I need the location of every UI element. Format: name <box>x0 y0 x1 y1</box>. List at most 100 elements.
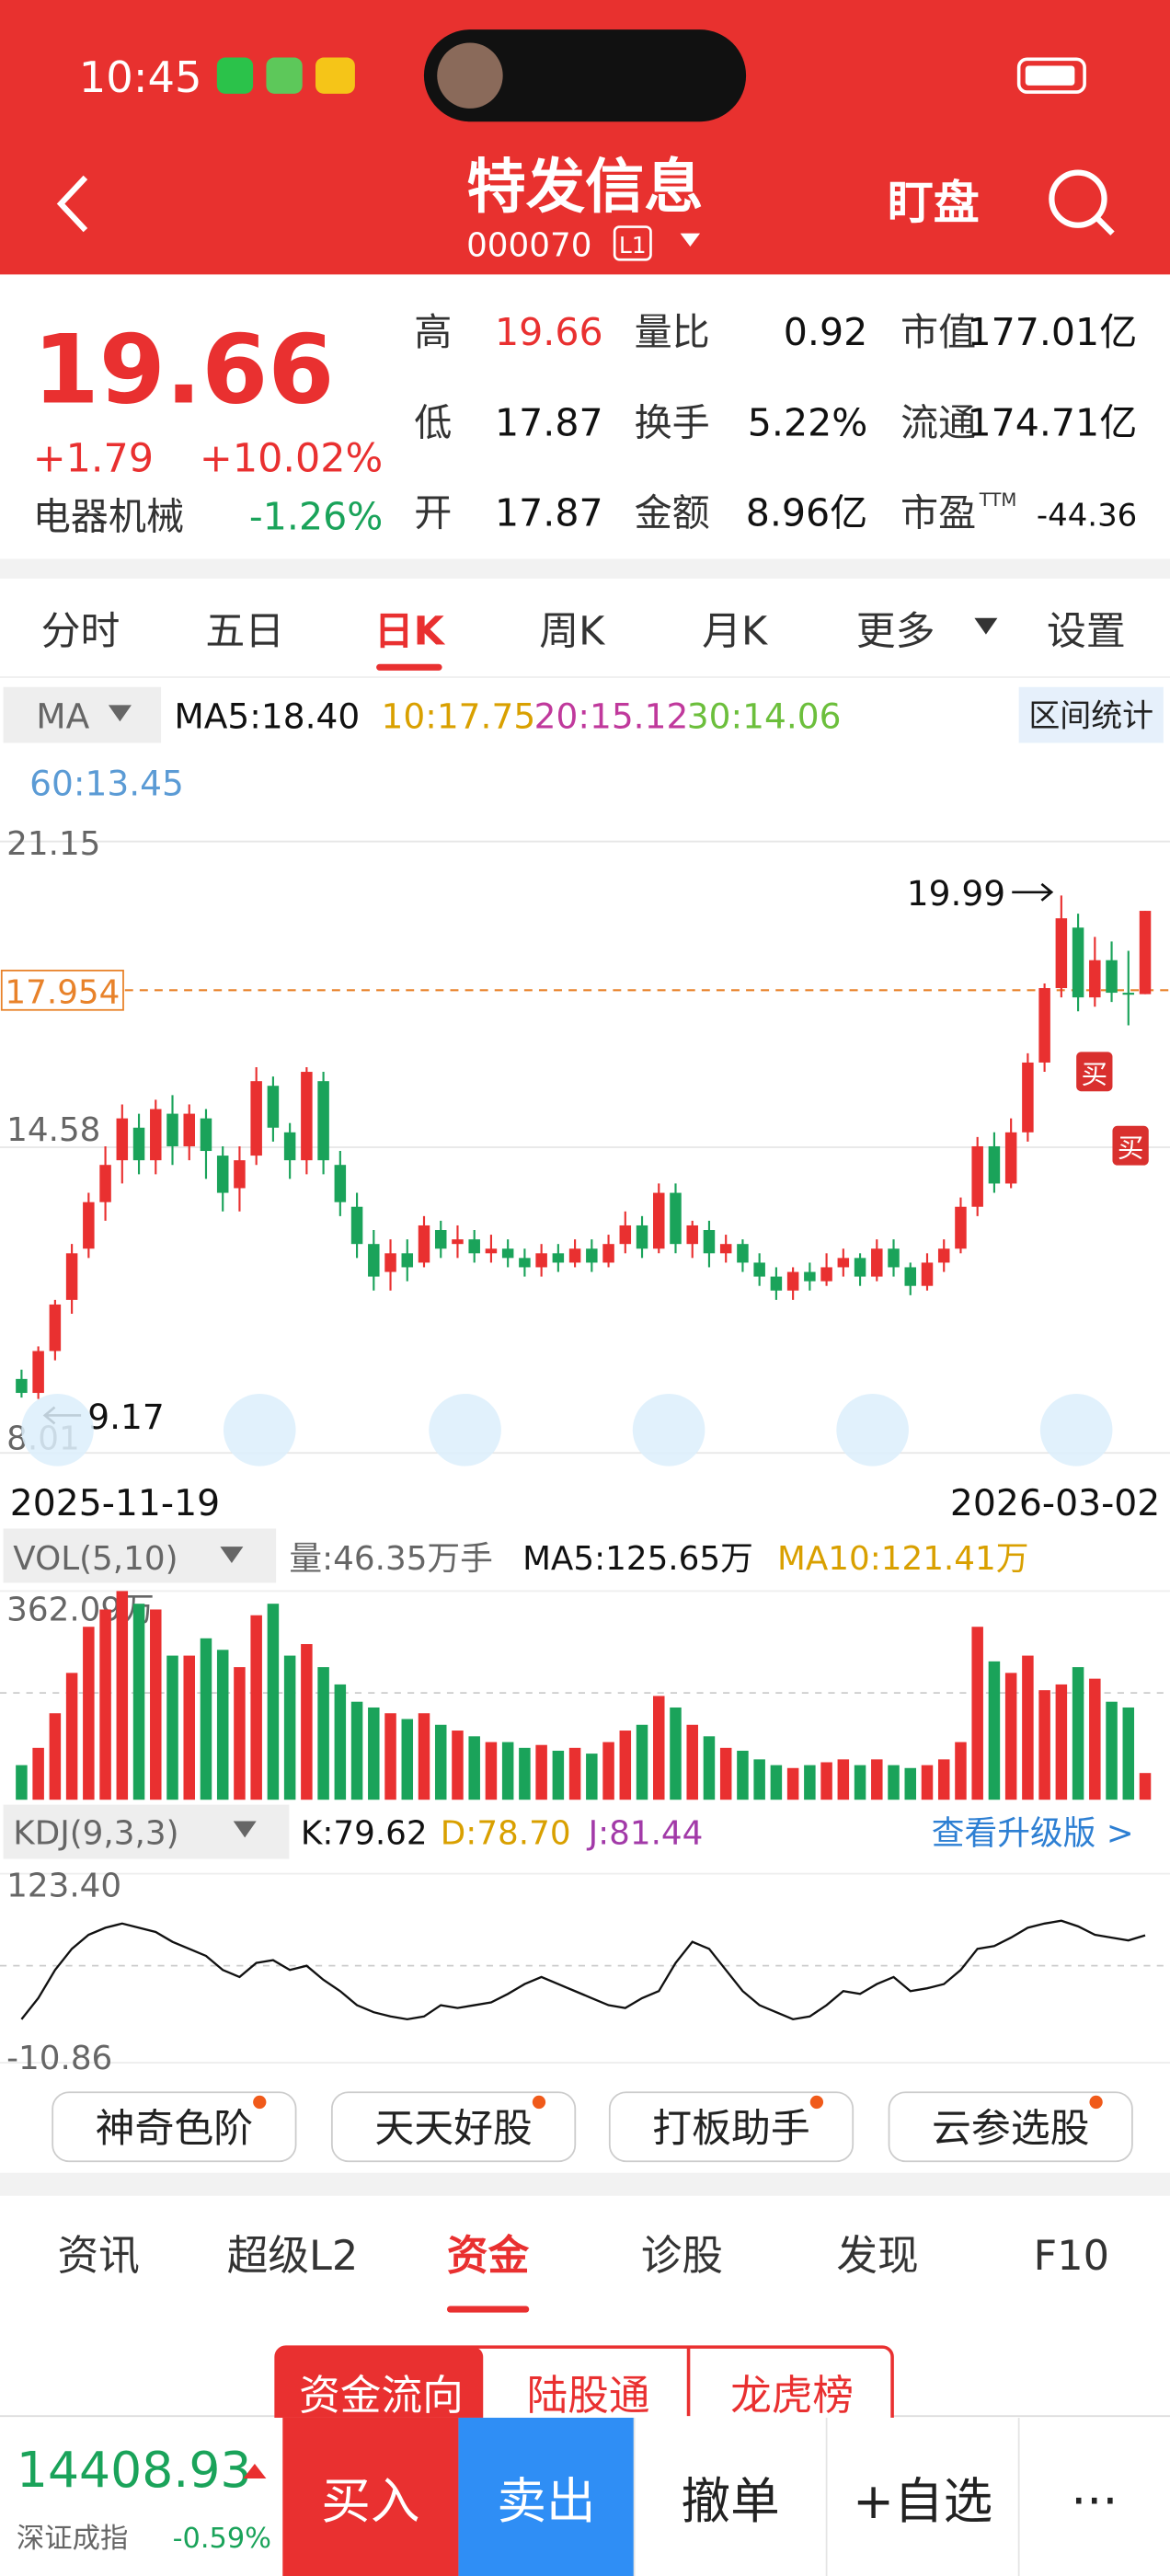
ma-label: MA <box>36 696 89 736</box>
candle-body <box>1122 993 1135 995</box>
vol-value: 量:46.35万手 <box>289 1540 492 1578</box>
badge-dot <box>253 2095 267 2110</box>
chart-tab[interactable]: 日K <box>374 608 446 654</box>
range-stats-bg[interactable] <box>1018 686 1164 743</box>
chart-tab[interactable]: 更多 <box>856 608 935 654</box>
chart-tab[interactable]: 月K <box>702 608 768 654</box>
candle-body <box>334 1165 347 1202</box>
ma-value: MA5:18.40 <box>174 696 360 736</box>
volume-bar <box>1022 1655 1034 1800</box>
candle-body <box>317 1081 329 1161</box>
candle-body <box>636 1225 648 1249</box>
tool-button[interactable] <box>888 2091 1133 2163</box>
volume-bar <box>586 1754 598 1800</box>
volume-bar <box>737 1750 749 1800</box>
volume-bar <box>384 1713 396 1800</box>
kdj-label: KDJ(9,3,3) <box>13 1814 178 1852</box>
buy-mark-bg <box>1112 1125 1149 1166</box>
volume-bar <box>65 1673 78 1800</box>
volume-bar <box>971 1627 983 1800</box>
section-tab[interactable]: F10 <box>1034 2232 1110 2280</box>
volume-bar <box>686 1724 698 1800</box>
volume-bar <box>234 1667 246 1800</box>
stat-value: -44.36 <box>1037 498 1137 535</box>
candle-body <box>83 1202 95 1249</box>
subtab[interactable]: 龙虎榜 <box>730 2372 854 2420</box>
section-tab[interactable]: 超级L2 <box>227 2232 359 2280</box>
volume-bar <box>1038 1690 1050 1800</box>
chart-tab[interactable]: 周K <box>539 608 605 654</box>
back-button[interactable] <box>56 175 88 233</box>
volume-bar <box>1072 1667 1084 1800</box>
candle-body <box>770 1276 783 1291</box>
chart-control[interactable] <box>836 1393 909 1466</box>
candle-body <box>350 1206 363 1245</box>
ma-selector[interactable] <box>3 686 162 743</box>
y-tick-label: 123.40 <box>6 1868 121 1905</box>
action-button[interactable] <box>458 2417 635 2576</box>
kdj-value: D:78.70 <box>441 1814 571 1852</box>
volume-bar <box>837 1759 850 1800</box>
volume-bar <box>1004 1673 1017 1800</box>
action-label: 卖出 <box>497 2472 595 2530</box>
tool-button[interactable] <box>330 2091 577 2163</box>
section-tab[interactable]: 诊股 <box>641 2232 723 2280</box>
action-button[interactable] <box>826 2417 1019 2576</box>
action-label: +自选 <box>853 2472 992 2530</box>
candle-body <box>1038 988 1050 1063</box>
candle-body <box>16 1378 28 1394</box>
chart-tab[interactable]: 分时 <box>41 608 120 654</box>
chart-control[interactable] <box>429 1393 501 1466</box>
volume-bar <box>334 1684 347 1800</box>
stat-label-sup: TTM <box>979 489 1017 511</box>
tool-label: 云参选股 <box>932 2106 1089 2152</box>
action-button[interactable] <box>1018 2417 1170 2576</box>
volume-bar <box>1106 1701 1118 1800</box>
battery <box>1016 57 1086 94</box>
section-tab[interactable]: 资金 <box>447 2232 530 2280</box>
action-label: ··· <box>1071 2472 1118 2530</box>
section-tab[interactable]: 发现 <box>836 2232 918 2280</box>
candle-body <box>150 1109 162 1161</box>
tool-button[interactable] <box>52 2091 297 2163</box>
search-handle <box>1095 216 1115 236</box>
volume-bar <box>301 1644 313 1800</box>
tool-button[interactable] <box>608 2091 855 2163</box>
candle-body <box>1004 1132 1017 1184</box>
stat-label: 量比 <box>635 310 710 354</box>
chart-control[interactable] <box>1039 1393 1113 1466</box>
volume-bar <box>871 1759 883 1800</box>
volume-bar <box>250 1615 262 1800</box>
chart-control[interactable] <box>223 1393 296 1466</box>
stat-label: 市盈 <box>900 491 976 535</box>
volume-bar <box>49 1713 62 1800</box>
volume-bar <box>719 1747 732 1800</box>
section-tab[interactable]: 资讯 <box>58 2232 140 2280</box>
volume-bar <box>418 1713 430 1800</box>
candle-body <box>602 1244 614 1263</box>
dropdown-arrow <box>974 617 998 635</box>
volume-bar <box>116 1591 129 1800</box>
candle-body <box>283 1132 296 1161</box>
search-button[interactable] <box>1049 169 1107 228</box>
candle-body <box>267 1086 280 1128</box>
volume-bar <box>703 1736 716 1800</box>
action-button[interactable] <box>634 2417 827 2576</box>
subtab[interactable]: 陆股通 <box>527 2372 650 2420</box>
candle-body <box>1055 918 1068 989</box>
volume-bar <box>552 1750 565 1800</box>
chart-tab[interactable]: 五日 <box>205 608 284 654</box>
last-price: 19.66 <box>33 316 335 426</box>
chart-control[interactable] <box>632 1393 705 1466</box>
action-button[interactable] <box>282 2417 459 2576</box>
chart-tab[interactable]: 设置 <box>1047 608 1126 654</box>
volume-bar <box>216 1650 229 1800</box>
chart-control[interactable] <box>21 1393 94 1466</box>
watch-button[interactable]: 盯盘 <box>888 177 980 230</box>
volume-bar <box>955 1742 967 1800</box>
upgrade-link[interactable]: 查看升级版 > <box>932 1814 1134 1852</box>
stat-value: 19.66 <box>495 310 603 354</box>
index-name: 深证成指 <box>17 2523 128 2555</box>
subtab[interactable]: 资金流向 <box>299 2372 464 2420</box>
